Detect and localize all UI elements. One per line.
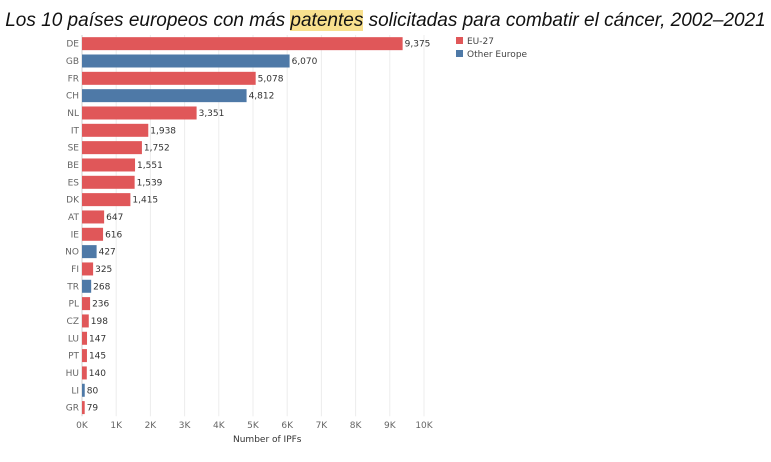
category-label-it: IT (71, 126, 80, 136)
value-label-gr: 79 (87, 404, 99, 414)
bar-li[interactable] (82, 383, 85, 397)
category-label-nl: NL (67, 109, 79, 119)
value-label-no: 427 (99, 248, 116, 258)
category-label-ch: CH (66, 92, 79, 102)
value-label-tr: 268 (93, 282, 110, 292)
bar-tr[interactable] (82, 279, 92, 293)
category-label-lu: LU (68, 334, 79, 344)
value-label-pl: 236 (92, 300, 109, 310)
legend-swatch-other-europe (456, 50, 463, 57)
value-label-cz: 198 (91, 317, 108, 327)
category-label-li: LI (71, 386, 79, 396)
x-tick-8: 8K (350, 421, 363, 431)
value-label-fr: 5,078 (258, 74, 284, 84)
category-label-gr: GR (66, 404, 79, 414)
title-before: Los 10 países europeos con más (5, 10, 291, 31)
value-label-es: 1,539 (137, 178, 163, 188)
bar-dk[interactable] (82, 193, 131, 207)
category-label-hu: HU (66, 369, 79, 379)
category-labels: DE GB FR CH NL IT SE BE ES DK AT IE NO FI TR PL CZ LU PT HU… (65, 40, 80, 414)
value-label-be: 1,551 (137, 161, 163, 171)
value-label-at: 647 (106, 213, 123, 223)
value-label-lu: 147 (89, 334, 106, 344)
category-label-es: ES (68, 178, 80, 188)
category-label-gb: GB (66, 57, 79, 67)
chart-title: Los 10 países europeos con más patentes … (0, 10, 771, 32)
x-tick-9: 9K (384, 421, 397, 431)
bar-es[interactable] (82, 175, 135, 189)
bar-de[interactable] (82, 37, 403, 51)
value-label-hu: 140 (89, 369, 106, 379)
legend: EU-27 Other Europe (456, 37, 528, 60)
bar-gr[interactable] (82, 401, 85, 415)
legend-label-eu-27: EU-27 (467, 37, 494, 47)
category-label-ie: IE (71, 230, 80, 240)
bar-nl[interactable] (82, 106, 197, 120)
bar-be[interactable] (82, 158, 136, 172)
value-label-it: 1,938 (150, 126, 176, 136)
bars-group (82, 37, 403, 415)
x-tick-4: 4K (213, 421, 226, 431)
value-label-gb: 6,070 (292, 57, 318, 67)
category-label-fi: FI (71, 265, 79, 275)
category-label-tr: TR (66, 282, 79, 292)
bar-cz[interactable] (82, 314, 89, 328)
category-label-be: BE (67, 161, 79, 171)
category-label-se: SE (68, 144, 80, 154)
category-label-cz: CZ (67, 317, 79, 327)
bar-no[interactable] (82, 245, 97, 259)
bar-fi[interactable] (82, 262, 94, 276)
category-label-at: AT (68, 213, 79, 223)
value-label-nl: 3,351 (199, 109, 225, 119)
x-tick-0: 0K (76, 421, 89, 431)
bar-at[interactable] (82, 210, 105, 224)
x-tick-6: 6K (281, 421, 294, 431)
legend-swatch-eu-27 (456, 37, 463, 44)
category-label-dk: DK (66, 196, 80, 206)
bar-lu[interactable] (82, 331, 88, 345)
value-labels: 9,375 6,070 5,078 4,812 3,351 1,938 1,752 1,551… (87, 40, 431, 414)
value-label-de: 9,375 (405, 40, 431, 50)
x-tick-7: 7K (316, 421, 329, 431)
value-label-ch: 4,812 (249, 92, 275, 102)
x-tick-10: 10K (415, 421, 433, 431)
x-axis-title: Number of IPFs (233, 435, 302, 445)
x-tick-5: 5K (247, 421, 260, 431)
bar-fr[interactable] (82, 71, 256, 85)
bar-ie[interactable] (82, 227, 104, 241)
value-label-li: 80 (87, 386, 99, 396)
bar-hu[interactable] (82, 366, 87, 380)
bar-gb[interactable] (82, 54, 290, 68)
title-after: solicitadas para combatir el cáncer, 200… (363, 10, 766, 31)
x-tick-1: 1K (110, 421, 123, 431)
title-highlight: patentes (290, 10, 364, 31)
category-label-de: DE (66, 40, 79, 50)
x-tick-2: 2K (145, 421, 158, 431)
value-label-ie: 616 (105, 230, 122, 240)
value-label-dk: 1,415 (132, 196, 158, 206)
category-label-pt: PT (68, 352, 79, 362)
x-tick-labels: 0K 1K 2K 3K 4K 5K 6K 7K 8K 9K 10K (76, 421, 434, 431)
category-label-fr: FR (68, 74, 79, 84)
value-label-fi: 325 (95, 265, 112, 275)
x-tick-3: 3K (179, 421, 192, 431)
bar-pl[interactable] (82, 297, 91, 311)
value-label-pt: 145 (89, 352, 106, 362)
bar-pt[interactable] (82, 349, 87, 363)
legend-label-other-europe: Other Europe (467, 50, 528, 60)
bar-ch[interactable] (82, 89, 247, 103)
bar-se[interactable] (82, 141, 142, 155)
bar-it[interactable] (82, 123, 149, 137)
category-label-pl: PL (69, 300, 79, 310)
category-label-no: NO (65, 248, 79, 258)
value-label-se: 1,752 (144, 144, 170, 154)
